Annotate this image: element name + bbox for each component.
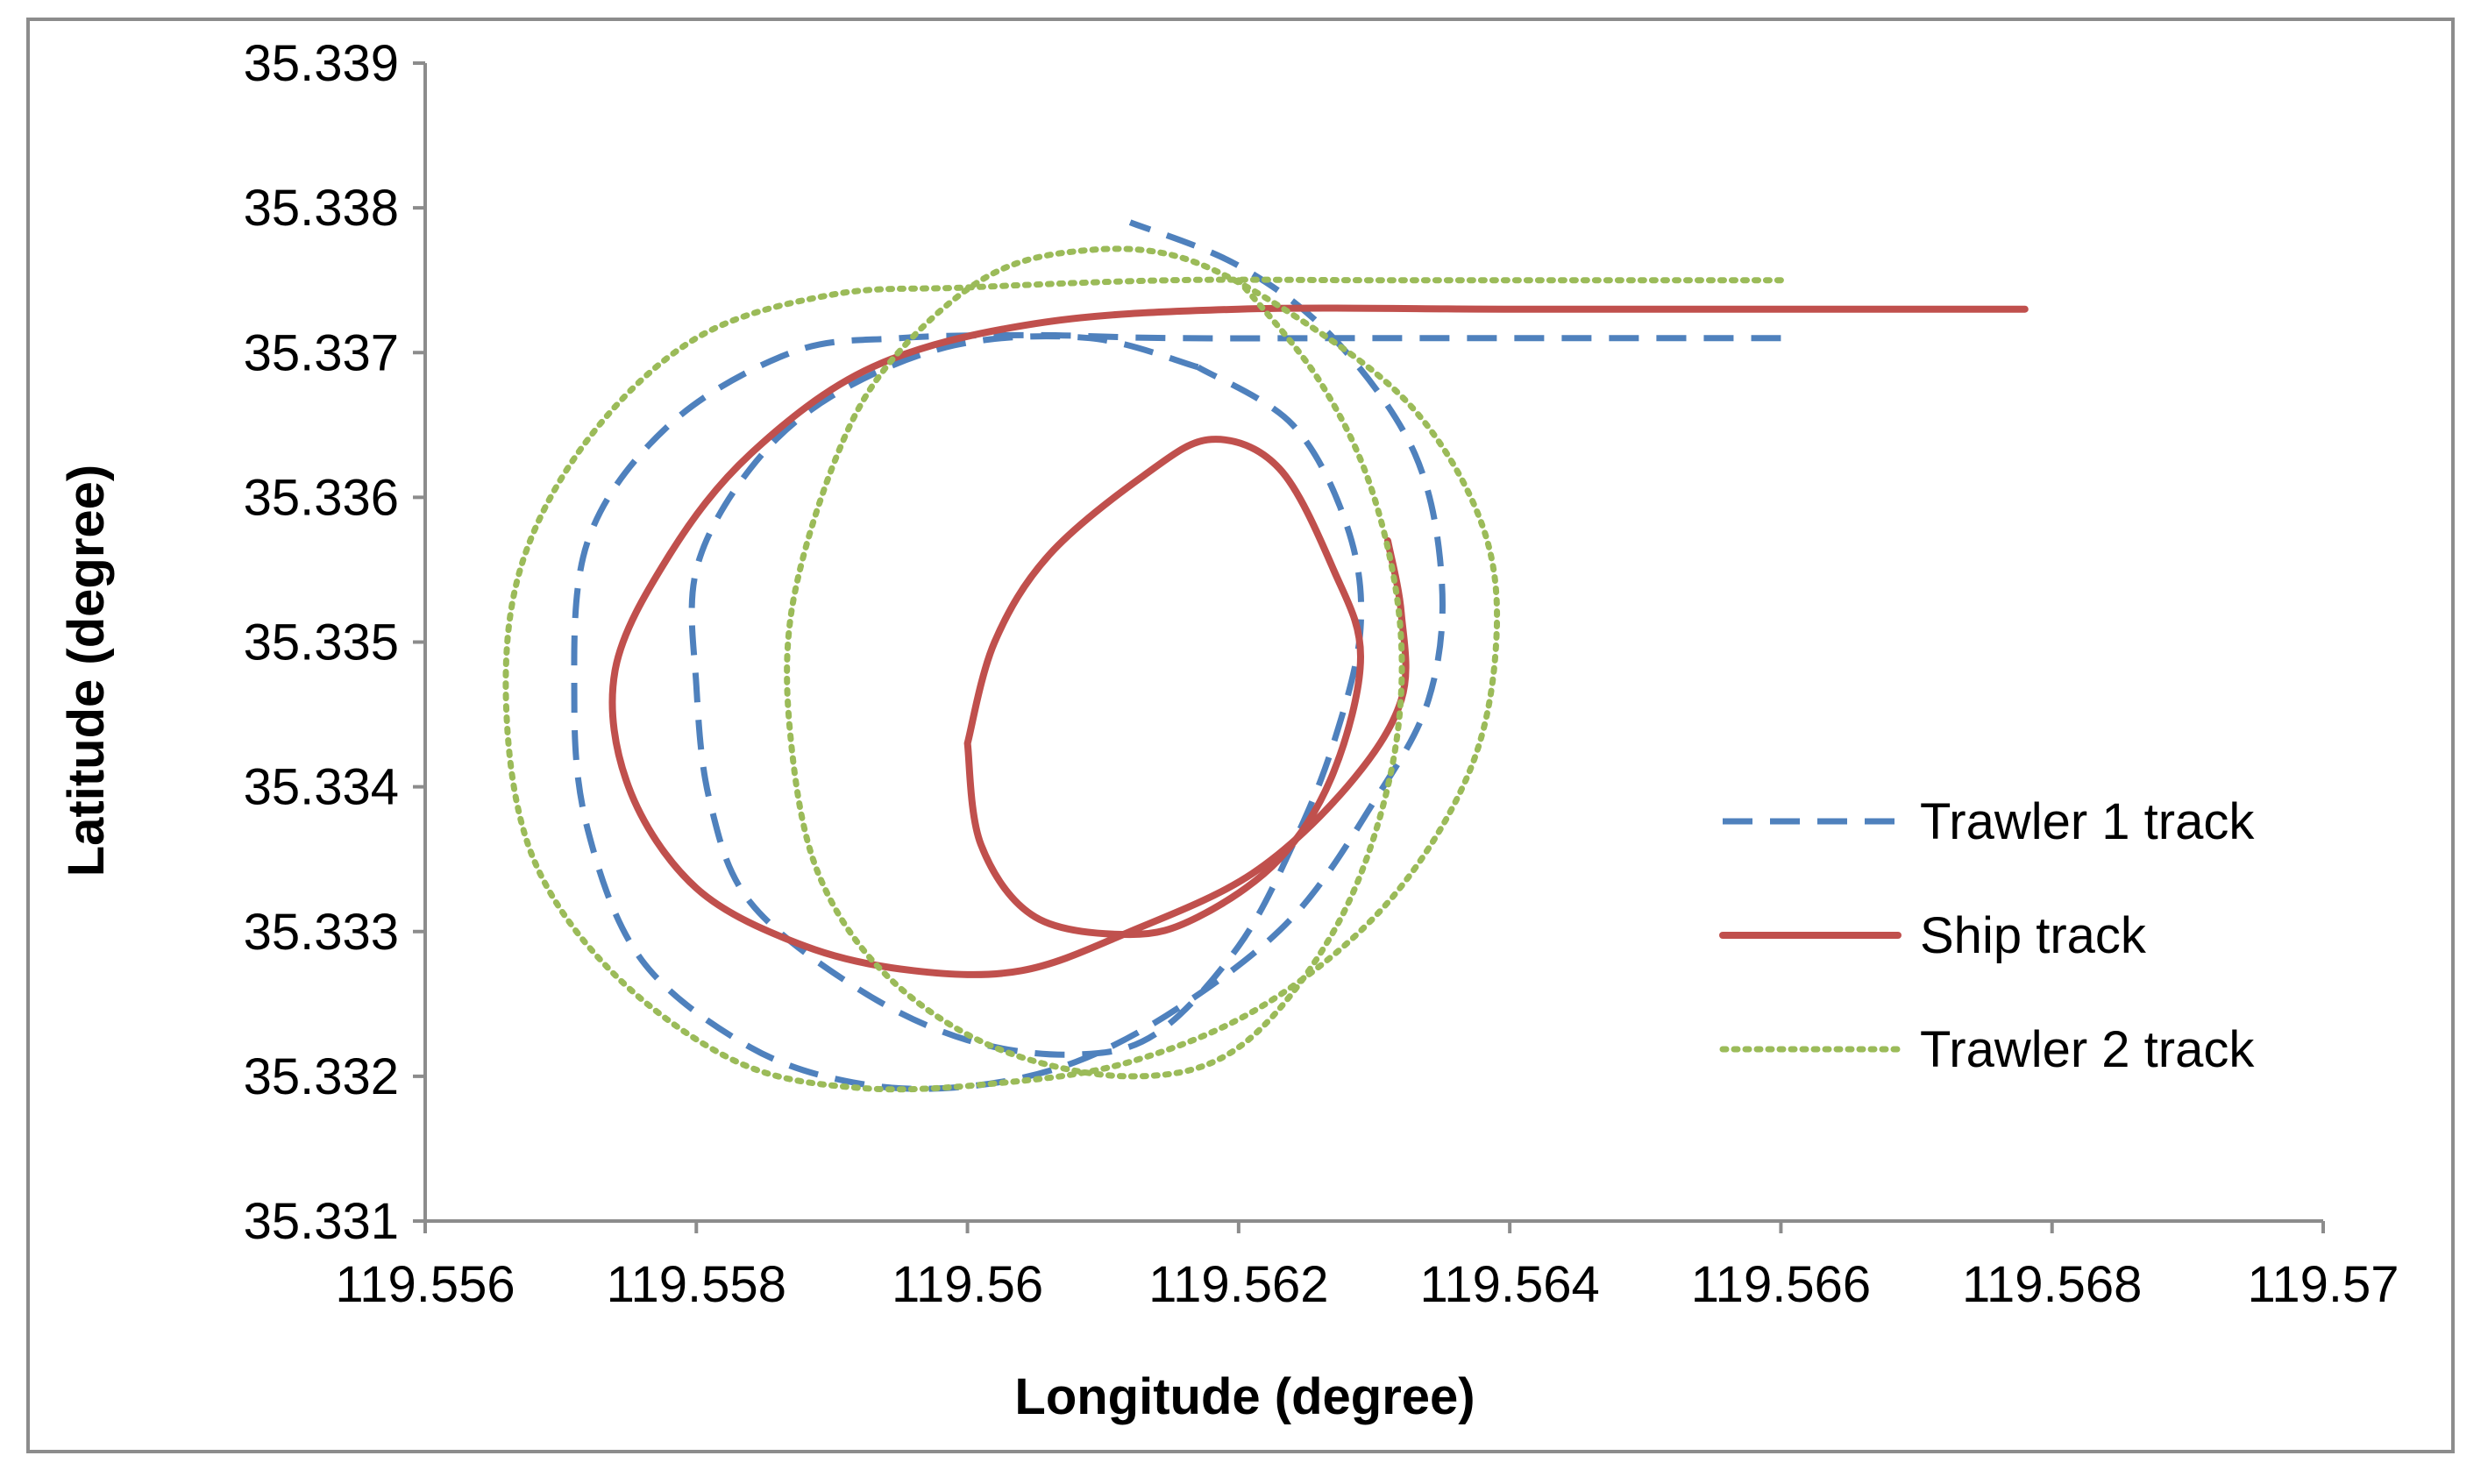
series-ship-track: [608, 304, 2029, 978]
chart-frame: [26, 18, 2455, 1453]
y-tick-label: 35.335: [244, 614, 399, 671]
x-tick-label: 119.568: [1962, 1256, 2142, 1313]
x-tick-label: 119.562: [1148, 1256, 1328, 1313]
legend-label: Trawler 2 track: [1920, 1021, 2255, 1078]
y-axis-title: Latitude (degree): [58, 465, 115, 877]
y-tick-label: 35.333: [244, 904, 399, 961]
x-tick-label: 119.556: [335, 1256, 515, 1313]
y-tick-label: 35.339: [244, 35, 399, 92]
legend-label: Ship track: [1920, 907, 2147, 964]
series-layer: [502, 219, 2029, 1093]
x-tick-label: 119.57: [2247, 1256, 2399, 1313]
series-trawler-2-track: [502, 245, 1784, 1093]
x-tick-label: 119.56: [892, 1256, 1043, 1313]
y-tick-label: 35.338: [244, 180, 399, 237]
y-tick-label: 35.332: [244, 1048, 399, 1105]
x-tick-label: 119.564: [1419, 1256, 1599, 1313]
x-axis-title: Longitude (degree): [1014, 1368, 1475, 1425]
y-tick-label: 35.336: [244, 469, 399, 526]
y-tick-label: 35.331: [244, 1193, 399, 1250]
legend: Trawler 1 track Ship track Trawler 2 track: [1719, 793, 2255, 1078]
series-trawler-1-track-inner: [688, 333, 1365, 1058]
y-tick-label: 35.337: [244, 324, 399, 381]
x-tick-label: 119.566: [1691, 1256, 1871, 1313]
x-tick-label: 119.558: [607, 1256, 786, 1313]
y-tick-label: 35.334: [244, 759, 399, 816]
legend-label: Trawler 1 track: [1920, 793, 2255, 850]
series-trawler-1-track: [571, 219, 1781, 1092]
series-ship-track-inner-loop: [963, 436, 1364, 939]
ticks-layer: 119.556 119.558 119.56 119.562 119.564 119.56…: [244, 35, 2399, 1313]
